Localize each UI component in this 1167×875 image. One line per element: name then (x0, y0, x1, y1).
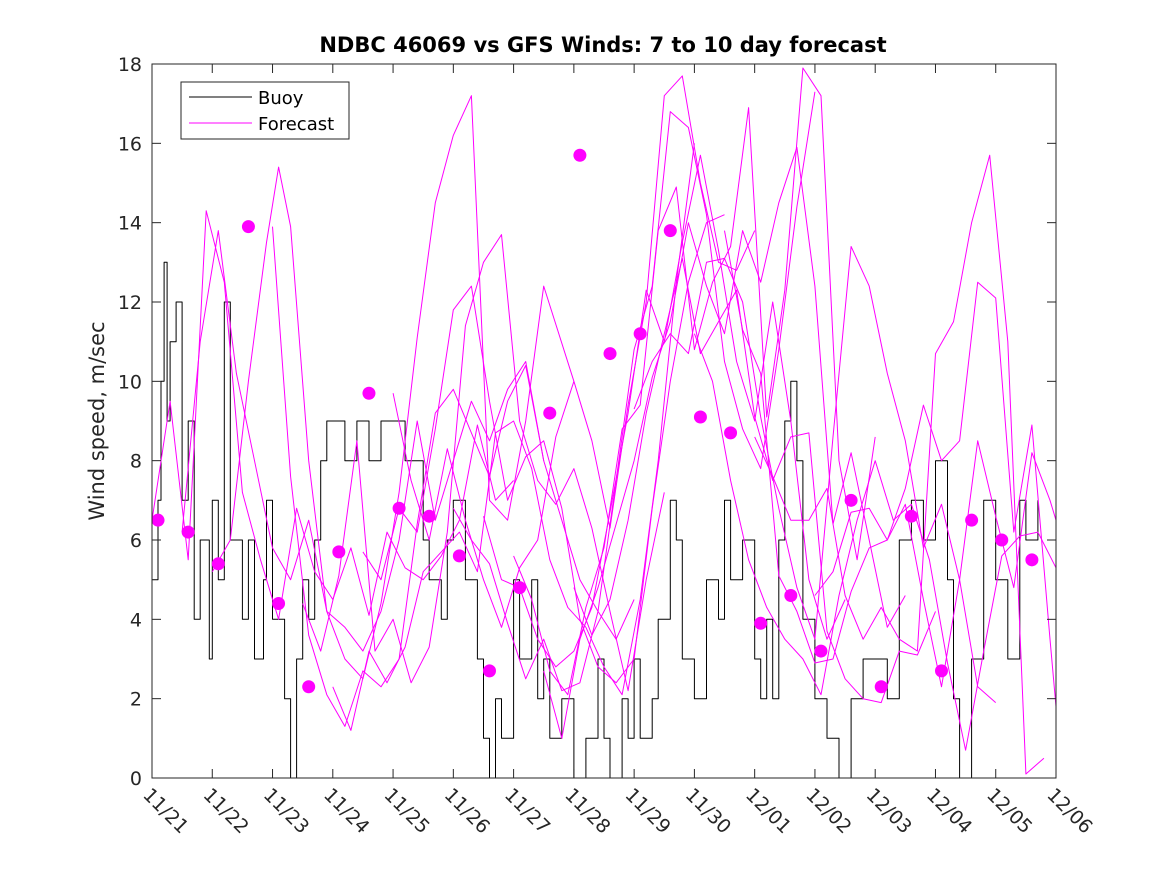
y-tick-label: 0 (130, 768, 142, 790)
x-tick-label: 11/28 (560, 784, 614, 838)
forecast-marker (693, 410, 707, 424)
x-tick-label: 11/24 (319, 784, 373, 838)
forecast-series-layer (151, 67, 1057, 775)
x-tick-label: 11/29 (621, 784, 675, 838)
forecast-marker (151, 513, 165, 527)
x-tick-label: 12/05 (982, 784, 1036, 838)
forecast-marker (844, 493, 858, 507)
forecast-marker (874, 680, 888, 694)
x-tick-label: 11/27 (500, 784, 554, 838)
forecast-marker (272, 596, 286, 610)
forecast-line (181, 230, 545, 652)
legend-forecast-label: Forecast (258, 114, 334, 135)
y-tick-label: 4 (130, 609, 142, 631)
x-tick-label: 12/03 (862, 784, 916, 838)
forecast-marker (663, 224, 677, 238)
chart-title: NDBC 46069 vs GFS Winds: 7 to 10 day for… (319, 33, 886, 57)
forecast-line (362, 214, 725, 684)
forecast-marker (1025, 553, 1039, 567)
forecast-line (543, 146, 906, 739)
forecast-marker (754, 616, 768, 630)
forecast-marker-layer (151, 148, 1039, 694)
x-tick-label: 11/25 (380, 784, 434, 838)
forecast-line (392, 75, 756, 628)
y-tick-label: 6 (130, 530, 142, 552)
forecast-line (633, 246, 997, 703)
forecast-line (272, 226, 635, 727)
legend-box (180, 81, 350, 140)
x-tick-label: 11/22 (199, 784, 253, 838)
forecast-marker (724, 426, 738, 440)
y-axis: 0 2 4 6 8 10 12 14 16 18 (118, 54, 1056, 790)
forecast-line (211, 95, 575, 680)
forecast-marker (814, 644, 828, 658)
forecast-marker (482, 664, 496, 678)
x-tick-label: 12/01 (741, 784, 795, 838)
forecast-marker (543, 406, 557, 420)
forecast-line (452, 91, 816, 692)
forecast-marker (573, 148, 587, 162)
x-tick-label: 12/04 (922, 784, 976, 838)
x-tick-label: 11/30 (681, 784, 735, 838)
forecast-marker (422, 509, 436, 523)
y-tick-label: 18 (118, 54, 142, 76)
plot-frame (151, 63, 1057, 779)
forecast-line (573, 257, 936, 704)
forecast-line (302, 234, 665, 692)
forecast-marker (995, 533, 1009, 547)
x-tick-label: 11/26 (440, 784, 494, 838)
forecast-marker (302, 680, 316, 694)
forecast-marker (452, 549, 466, 563)
y-tick-label: 12 (118, 292, 142, 314)
x-tick-label: 11/23 (259, 784, 313, 838)
forecast-marker (211, 557, 225, 571)
forecast-line (814, 440, 1057, 688)
forecast-marker (934, 664, 948, 678)
x-tick-label: 11/21 (138, 784, 192, 838)
forecast-line (724, 230, 1057, 707)
forecast-marker (603, 347, 617, 361)
forecast-marker (332, 545, 346, 559)
forecast-marker (965, 513, 979, 527)
forecast-line (513, 67, 876, 696)
forecast-marker (181, 525, 195, 539)
y-tick-label: 14 (118, 213, 142, 235)
legend-buoy-label: Buoy (258, 88, 304, 109)
forecast-line (693, 333, 1057, 751)
forecast-line (754, 154, 1045, 775)
y-tick-label: 16 (118, 133, 142, 155)
forecast-marker (784, 589, 798, 603)
y-tick-label: 8 (130, 451, 142, 473)
x-tick-label: 12/06 (1042, 784, 1096, 838)
forecast-marker (362, 386, 376, 400)
x-tick-label: 12/02 (801, 784, 855, 838)
forecast-marker (633, 327, 647, 341)
y-tick-label: 10 (118, 371, 142, 393)
forecast-line (332, 143, 695, 731)
y-axis-label: Wind speed, m/sec (85, 321, 109, 520)
legend: Buoy Forecast (180, 81, 350, 140)
forecast-marker (392, 501, 406, 515)
forecast-marker (513, 581, 527, 595)
forecast-marker (241, 220, 255, 234)
forecast-marker (904, 509, 918, 523)
y-tick-label: 2 (130, 689, 142, 711)
